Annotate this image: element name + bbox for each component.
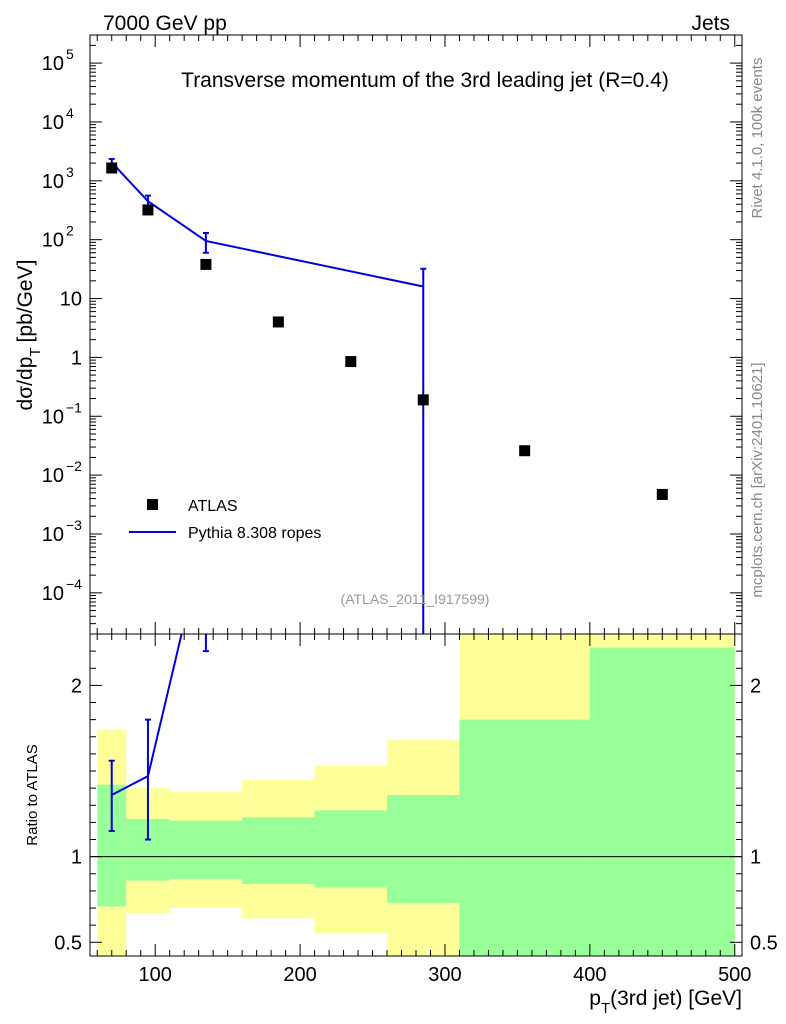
y-tick-label: 10 (42, 583, 64, 605)
atlas-data-point (519, 445, 531, 457)
y-tick-exponent: 3 (66, 164, 74, 180)
mc-line (111, 161, 424, 288)
y-tick-label: 1 (71, 347, 82, 369)
x-tick-label: 400 (573, 964, 606, 986)
ratio-y-tick-label-right: 2 (750, 675, 761, 697)
legend: ATLAS Pythia 8.308 ropes (129, 498, 321, 542)
energy-label: 7000 GeV pp (103, 12, 227, 35)
atlas-data-point (272, 316, 284, 328)
x-axis-title-sub: T (601, 1000, 610, 1017)
ratio-y-tick-label-right: 0.5 (750, 932, 778, 954)
atlas-data-point (142, 204, 154, 216)
y-axis-title-sub: T (27, 347, 44, 356)
y-tick-label: 10 (42, 171, 64, 193)
atlas-data-point (200, 258, 212, 270)
atlas-data-point (106, 162, 118, 174)
x-axis-title-rest: (3rd jet) [GeV] (610, 987, 742, 1010)
ratio-ticks (90, 633, 742, 956)
ratio-tick-labels: 100 200 300 400 500 0.5 0.5 1 1 2 2 (54, 675, 778, 986)
main-ticks (90, 34, 742, 635)
ratio-y-tick-label: 2 (71, 675, 82, 697)
plot-title: Transverse momentum of the 3rd leading j… (181, 69, 669, 92)
y-tick-exponent: −2 (66, 458, 82, 474)
y-axis-title: dσ/dpT [pb/GeV] (14, 260, 44, 411)
y-tick-exponent: 4 (66, 105, 74, 121)
ratio-band-inner (169, 820, 243, 879)
y-tick-label: 10 (42, 53, 64, 75)
y-axis-title-main: dσ/dp (14, 357, 37, 411)
analysis-watermark: (ATLAS_2011_I917599) (341, 591, 490, 607)
y-tick-label: 10 (42, 112, 64, 134)
ratio-band-inner (459, 719, 590, 956)
ratio-plot-area (90, 634, 742, 956)
x-tick-label: 500 (718, 964, 751, 986)
atlas-data-point (417, 394, 429, 406)
y-tick-label: 10 (42, 465, 64, 487)
x-tick-label: 300 (428, 964, 461, 986)
x-axis-title: pT(3rd jet) [GeV] (589, 987, 742, 1017)
y-tick-exponent: 2 (66, 223, 74, 239)
atlas-data-point (656, 488, 668, 500)
legend-atlas-marker (147, 499, 158, 510)
ratio-y-tick-label: 1 (71, 847, 82, 869)
main-frame (89, 34, 743, 635)
y-axis-title-unit: [pb/GeV] (14, 260, 37, 343)
ratio-panel: 100 200 300 400 500 0.5 0.5 1 1 2 2 Ratio to ATLAS… (24, 633, 778, 1017)
y-tick-exponent: −3 (66, 517, 82, 533)
process-label: Jets (691, 12, 730, 35)
y-tick-label: 10 (42, 230, 64, 252)
legend-atlas-label: ATLAS (188, 498, 238, 515)
x-tick-label: 200 (283, 964, 316, 986)
ratio-band-inner (314, 810, 388, 888)
x-axis-title-main: p (589, 987, 601, 1010)
ratio-band-inner (242, 817, 315, 885)
ratio-y-tick-label: 0.5 (54, 932, 82, 954)
mcplots-label: mcplots.cern.ch [arXiv:2401.10621] (749, 362, 766, 597)
y-tick-label: 10 (42, 524, 64, 546)
main-plot-area (106, 157, 668, 634)
rivet-label: Rivet 4.1.0, 100k events (749, 58, 766, 219)
ratio-y-axis-title: Ratio to ATLAS (24, 744, 41, 845)
y-tick-label: 10 (60, 289, 82, 311)
x-tick-label: 100 (139, 964, 172, 986)
legend-pythia-label: Pythia 8.308 ropes (188, 525, 321, 542)
atlas-data-point (345, 356, 357, 368)
ratio-band-inner (589, 647, 735, 956)
ratio-band-inner (387, 795, 460, 903)
y-tick-exponent: −4 (66, 576, 82, 592)
y-tick-exponent: 5 (66, 46, 74, 62)
y-tick-exponent: −1 (66, 399, 82, 415)
y-tick-label: 10 (42, 406, 64, 428)
ratio-y-tick-label-right: 1 (750, 847, 761, 869)
